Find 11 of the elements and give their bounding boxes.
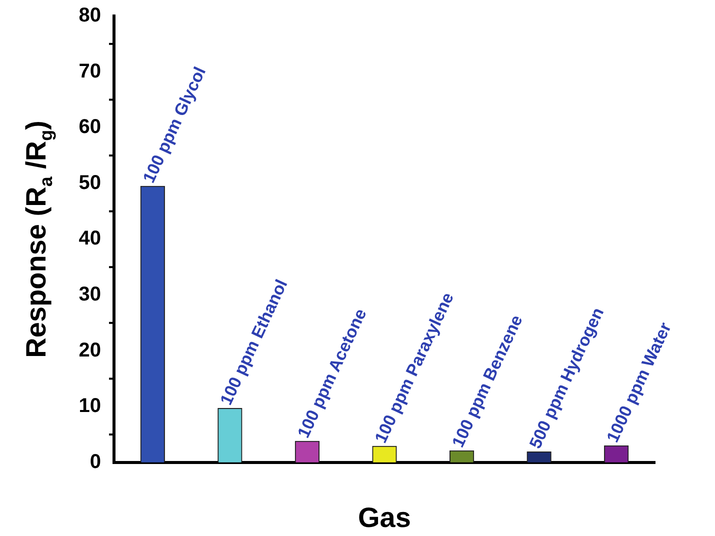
y-tick-label: 40 (78, 228, 101, 250)
y-tick-label: 30 (78, 284, 101, 306)
y-tick-label: 70 (78, 60, 101, 82)
y-axis-title: Response (Ra /Rg) (20, 120, 56, 358)
y-tick-label: 0 (90, 450, 101, 473)
y-tick-label: 60 (78, 116, 101, 138)
y-tick-label: 20 (78, 339, 101, 362)
y-tick-label: 80 (78, 4, 101, 27)
y-tick-label: 50 (78, 172, 101, 194)
x-axis-title: Gas (358, 502, 411, 533)
y-tick-label: 10 (78, 395, 101, 418)
